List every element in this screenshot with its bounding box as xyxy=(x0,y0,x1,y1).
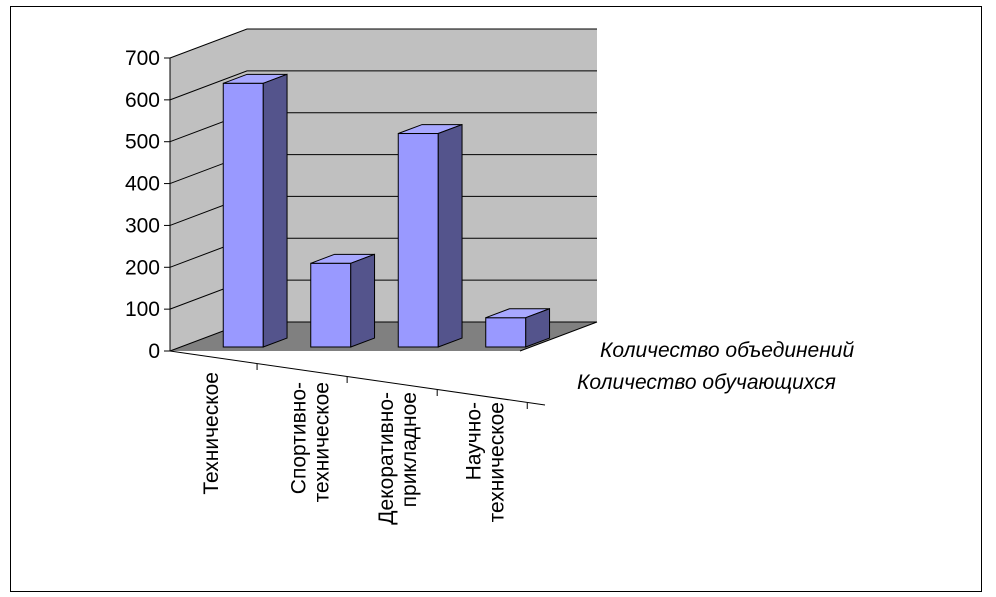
depth-axis-line xyxy=(519,321,598,352)
bar-front-series xyxy=(310,253,376,348)
x-axis-line xyxy=(169,350,546,406)
y-tick-label: 400 xyxy=(125,173,160,196)
y-axis: 0 100 200 300 400 500 600 700 xyxy=(125,47,171,363)
depth-axis: Количество объединений Количество обучающ… xyxy=(519,321,854,394)
category-label: Научно-техническое xyxy=(463,402,509,522)
series-label-back: Количество объединений xyxy=(600,339,854,362)
bar-front-series xyxy=(222,73,288,348)
category-label: Спортивно-техническое xyxy=(288,382,334,502)
gridline xyxy=(169,28,597,59)
series-front-bars xyxy=(222,73,551,348)
y-tick-label: 300 xyxy=(125,214,160,237)
y-tick-label: 500 xyxy=(125,131,160,154)
gridline xyxy=(169,70,597,101)
bar-front-series xyxy=(485,308,551,348)
series-label-front: Количество обучающихся xyxy=(577,371,836,394)
category-label: Декоративно-прикладное xyxy=(375,392,421,525)
bar-front-series xyxy=(397,123,463,348)
x-axis: Техническое Спортивно-техническое Декорати… xyxy=(169,350,546,525)
y-tick-label: 700 xyxy=(125,47,160,70)
y-tick-label: 600 xyxy=(125,89,160,112)
y-tick-label: 100 xyxy=(125,298,160,321)
y-tick-label: 200 xyxy=(125,256,160,279)
y-tick-label: 0 xyxy=(148,340,160,363)
category-label: Техническое xyxy=(200,372,223,495)
